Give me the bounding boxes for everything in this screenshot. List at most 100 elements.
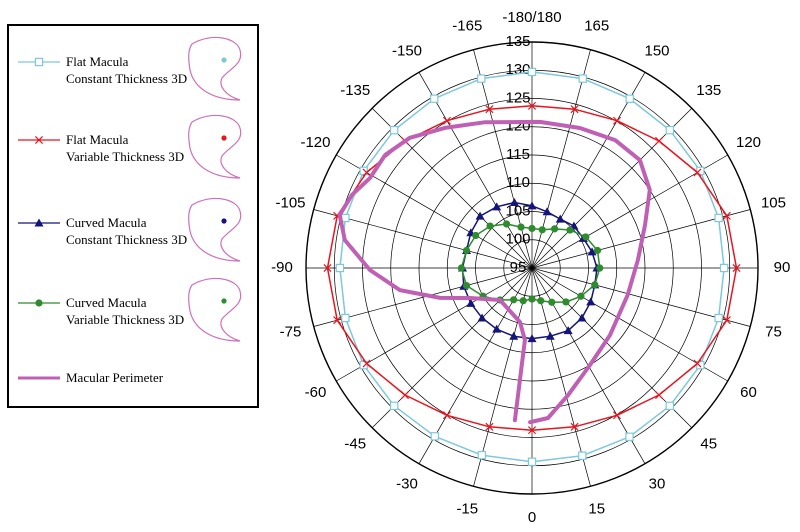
marker xyxy=(462,246,471,255)
marker xyxy=(359,166,368,176)
angle-label: -15 xyxy=(456,500,478,517)
marker xyxy=(430,432,440,441)
legend-label: Flat Macula Constant Thickness 3D xyxy=(66,54,188,86)
legend-icon xyxy=(188,197,242,262)
legend-icon xyxy=(188,277,242,342)
marker xyxy=(323,263,332,273)
marker xyxy=(333,316,342,325)
marker xyxy=(477,313,487,322)
grid-spoke xyxy=(531,154,728,269)
marker xyxy=(665,401,675,411)
angle-label: -45 xyxy=(344,436,366,453)
marker xyxy=(563,326,573,335)
marker xyxy=(537,297,545,305)
angle-label: 150 xyxy=(644,42,669,59)
marker xyxy=(510,296,518,304)
angle-label: 45 xyxy=(700,436,717,453)
marker xyxy=(442,116,451,125)
marker xyxy=(548,298,556,306)
grid-spoke xyxy=(531,72,646,269)
marker xyxy=(485,105,494,114)
marker xyxy=(582,233,590,241)
grid-spoke xyxy=(371,267,533,429)
marker xyxy=(566,226,574,234)
angle-label: -30 xyxy=(396,475,418,492)
marker xyxy=(577,313,587,322)
legend-icon xyxy=(188,36,242,101)
grid-spoke xyxy=(473,267,533,487)
marker xyxy=(477,74,486,83)
angle-label: 15 xyxy=(588,500,605,517)
radial-tick-label: 105 xyxy=(505,202,530,219)
marker xyxy=(527,426,537,435)
marker xyxy=(587,247,597,256)
angle-label: -150 xyxy=(392,42,422,59)
legend-icon-dot xyxy=(221,135,227,141)
marker xyxy=(430,94,439,103)
marker xyxy=(362,359,371,368)
angle-label: -75 xyxy=(280,324,302,341)
angle-label: 135 xyxy=(696,82,721,99)
marker xyxy=(519,297,527,305)
legend-icon-dot xyxy=(221,298,227,304)
grid-spoke xyxy=(473,49,533,269)
marker xyxy=(562,298,570,306)
marker xyxy=(528,224,536,233)
marker xyxy=(527,334,537,343)
marker xyxy=(400,391,409,400)
marker xyxy=(502,220,511,228)
grid-spoke xyxy=(531,267,693,429)
marker xyxy=(625,94,634,103)
marker xyxy=(34,218,44,227)
marker xyxy=(472,231,480,240)
marker xyxy=(696,360,705,370)
marker xyxy=(35,299,43,307)
marker xyxy=(570,105,579,114)
angle-label: 30 xyxy=(649,475,666,492)
radial-tick-label: 130 xyxy=(505,61,530,78)
legend-box xyxy=(7,24,259,408)
legend-label: Curved Macula Constant Thickness 3D xyxy=(66,215,188,247)
marker xyxy=(389,401,399,411)
grid-spoke xyxy=(531,267,728,382)
marker xyxy=(509,331,519,340)
marker xyxy=(722,316,731,325)
grid-spoke xyxy=(371,107,533,269)
grid-spoke xyxy=(531,107,693,269)
marker xyxy=(719,263,729,273)
marker xyxy=(527,67,537,77)
angle-label: -180/180 xyxy=(502,9,561,26)
legend-icon-dot xyxy=(221,218,227,224)
legend-label: Curved Macula Variable Thickness 3D xyxy=(66,295,185,327)
marker xyxy=(693,359,702,368)
marker xyxy=(586,297,596,306)
radial-tick-label: 110 xyxy=(506,174,530,191)
marker xyxy=(625,432,634,442)
grid-spoke xyxy=(531,267,751,327)
marker xyxy=(555,214,565,223)
angle-label: -60 xyxy=(305,384,327,401)
marker xyxy=(517,223,525,231)
marker xyxy=(509,198,519,207)
grid-spoke xyxy=(336,154,533,269)
marker xyxy=(570,422,579,431)
grid-spoke xyxy=(313,267,533,327)
marker xyxy=(722,211,731,220)
legend-icon-dot xyxy=(221,57,227,63)
grid-spoke xyxy=(313,209,533,269)
marker xyxy=(335,263,345,273)
marker xyxy=(655,391,664,400)
marker xyxy=(551,225,559,233)
marker xyxy=(527,101,537,110)
marker xyxy=(492,324,502,333)
angle-label: -105 xyxy=(276,194,306,211)
marker xyxy=(714,213,723,223)
radial-tick-label: 125 xyxy=(505,89,530,106)
angle-label: 0 xyxy=(528,509,536,526)
marker xyxy=(341,313,350,323)
grid-spoke xyxy=(336,267,533,382)
angle-label: 90 xyxy=(774,259,791,276)
marker xyxy=(442,411,451,420)
angle-label: 165 xyxy=(584,17,609,34)
